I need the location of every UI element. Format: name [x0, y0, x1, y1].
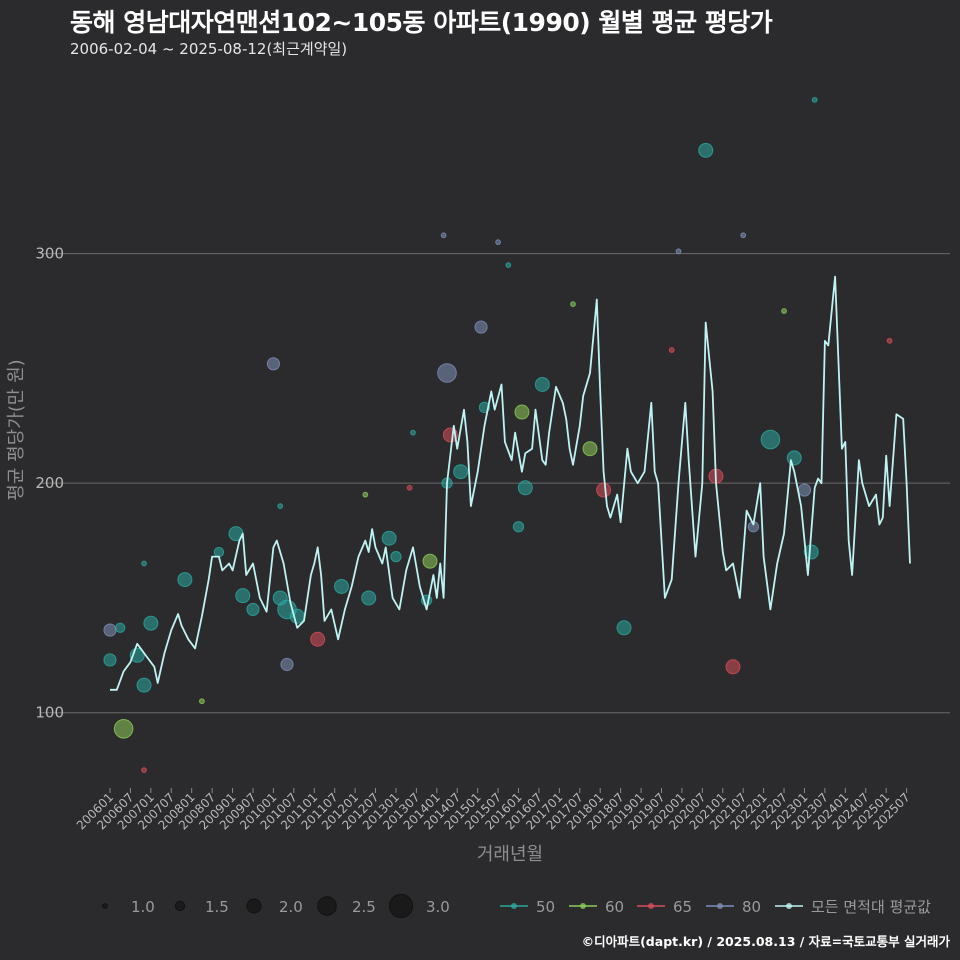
bubble-point — [235, 588, 251, 604]
bubble-point — [113, 718, 134, 739]
size-legend-key — [317, 896, 337, 916]
series-legend-dot — [717, 903, 723, 909]
bubble-point — [512, 521, 525, 533]
y-axis-ticks: 100 200 300 — [35, 245, 64, 722]
bubble-point — [199, 698, 205, 705]
bubble-point — [616, 620, 632, 636]
size-legend-label: 1.5 — [205, 898, 229, 916]
series-legend-label: 60 — [605, 898, 624, 916]
bubble-point — [596, 482, 612, 498]
bubble-point — [115, 622, 126, 633]
bubble-point — [517, 480, 533, 496]
bubble-point — [381, 530, 397, 546]
bubble-point — [310, 631, 326, 647]
bubble-point — [103, 653, 117, 667]
bubble-point — [177, 572, 193, 588]
bubble-point — [803, 544, 819, 560]
size-legend-key — [246, 898, 262, 914]
bubble-point — [453, 464, 469, 480]
size-legend-label: 2.0 — [279, 898, 303, 916]
legend: 1.0 1.5 2.0 2.5 3.0 50 60 65 80 모든 면적대 평균값 — [102, 893, 931, 919]
size-legend-key — [102, 903, 108, 909]
bubble-point — [410, 429, 416, 436]
series-legend-label: 65 — [673, 898, 692, 916]
bubble-point — [143, 615, 159, 631]
bubble-point — [333, 578, 349, 594]
bubble-point — [514, 404, 530, 420]
bubble-point — [213, 546, 225, 558]
bubble-point — [474, 320, 488, 334]
bubble-point — [136, 677, 152, 693]
series-legend-label: 50 — [536, 898, 555, 916]
gridlines — [40, 253, 950, 714]
series-legend-dot — [648, 903, 654, 909]
bubble-point — [440, 232, 447, 239]
bubble-point — [266, 357, 280, 371]
bubble-point — [811, 96, 818, 103]
series-legend-dot — [511, 903, 517, 909]
bubble-point — [141, 767, 147, 773]
bubble-point — [361, 590, 377, 606]
bubble-point — [668, 347, 675, 353]
bubble-point — [103, 623, 117, 637]
bubble-point — [675, 248, 682, 255]
bubble-point — [495, 239, 501, 246]
size-legend-label: 1.0 — [131, 898, 155, 916]
series-legend-dot — [786, 903, 792, 909]
bubble-layer — [103, 96, 893, 773]
bubble-point — [740, 232, 747, 239]
bubble-point — [280, 657, 294, 672]
bubble-point — [886, 337, 893, 344]
bubble-point — [406, 484, 413, 491]
size-legend-key — [174, 900, 186, 912]
series-legend-label: 80 — [742, 898, 761, 916]
bubble-point — [141, 560, 147, 567]
average-price-line — [110, 275, 911, 691]
size-legend-label: 2.5 — [352, 898, 376, 916]
chart-title: 동해 영남대자연맨션102~105동 아파트(1990) 월별 평균 평당가 — [70, 8, 773, 37]
average-line-layer — [110, 275, 911, 691]
bubble-point — [786, 450, 802, 466]
x-axis-title: 거래년월 — [477, 844, 543, 865]
x-axis-ticks: 2006012006072007012007072008012008072009… — [74, 788, 913, 833]
bubble-point — [698, 142, 714, 158]
bubble-point — [570, 301, 576, 308]
bubble-point — [422, 553, 438, 569]
y-tick-label: 200 — [35, 474, 64, 492]
chart-subtitle: 2006-02-04 ~ 2025-08-12(최근계약일) — [70, 40, 348, 58]
source-caption: ©디아파트(dapt.kr) / 2025.08.13 / 자료=국토교통부 실… — [581, 934, 950, 949]
bubble-point — [362, 491, 369, 498]
size-legend-key — [388, 893, 414, 919]
bubble-point — [781, 308, 787, 314]
bubble-point — [534, 376, 550, 392]
size-legend-label: 3.0 — [426, 898, 450, 916]
y-tick-label: 100 — [35, 704, 64, 722]
bubble-point — [505, 262, 512, 269]
series-legend-label: 모든 면적대 평균값 — [811, 898, 931, 916]
y-tick-label: 300 — [35, 245, 64, 263]
y-axis-title: 평균 평당가(만 원) — [6, 359, 27, 500]
bubble-point — [725, 659, 741, 675]
bubble-point — [760, 429, 781, 450]
bubble-point — [437, 363, 457, 383]
bubble-point — [797, 483, 812, 497]
series-legend-dot — [580, 903, 586, 909]
bubble-point — [390, 550, 402, 563]
bubble-point — [246, 602, 260, 616]
bubble-point — [582, 441, 598, 457]
bubble-point — [277, 503, 284, 510]
